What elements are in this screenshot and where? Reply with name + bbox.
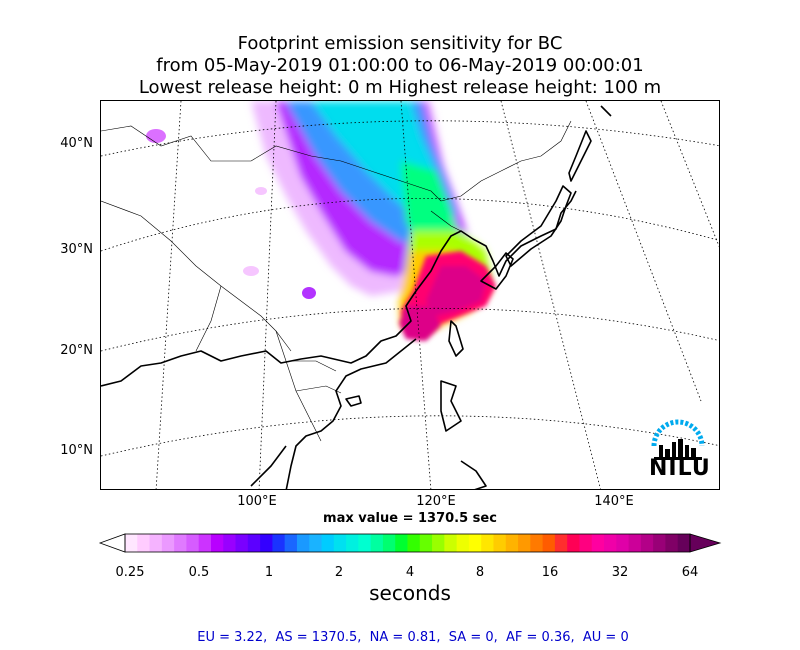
colorbar-cell bbox=[186, 534, 200, 552]
colorbar-cell bbox=[198, 534, 212, 552]
colorbar-cell bbox=[260, 534, 273, 552]
colorbar-cell bbox=[346, 534, 359, 552]
country-borders bbox=[101, 120, 572, 442]
max-value-label: max value = 1370.5 sec bbox=[323, 511, 497, 526]
lon-label-140e: 140°E bbox=[594, 494, 634, 509]
colorbar-tick: 16 bbox=[541, 565, 559, 580]
colorbar-cell bbox=[309, 534, 323, 552]
lat-label-40n: 40°N bbox=[60, 136, 93, 151]
colorbar-cell bbox=[505, 534, 519, 552]
colorbar-cell bbox=[382, 534, 396, 552]
colorbar-cell bbox=[640, 534, 654, 552]
footprint-map bbox=[101, 101, 719, 489]
lon-label-100e: 100°E bbox=[237, 494, 277, 509]
nilu-logo-text: NILU bbox=[649, 456, 711, 481]
colorbar-cell bbox=[161, 534, 175, 552]
lat-label-30n: 30°N bbox=[60, 242, 93, 257]
colorbar-cell bbox=[247, 534, 261, 552]
map-title-line-3: Lowest release height: 0 m Highest relea… bbox=[138, 77, 662, 98]
colorbar-cell bbox=[554, 534, 568, 552]
lat-label-20n: 20°N bbox=[60, 343, 93, 358]
colorbar-cell bbox=[444, 534, 458, 552]
map-panel bbox=[100, 100, 720, 490]
colorbar-cell bbox=[272, 534, 286, 552]
colorbar-outline bbox=[124, 533, 691, 553]
nilu-logo bbox=[651, 419, 705, 460]
colorbar-tick: 0.25 bbox=[115, 565, 145, 580]
colorbar-cell bbox=[468, 534, 482, 552]
colorbar-cell bbox=[149, 534, 163, 552]
colorbar-cell bbox=[456, 534, 470, 552]
colorbar-label: seconds bbox=[369, 581, 451, 605]
colorbar-cells bbox=[125, 534, 691, 552]
colorbar-cell bbox=[395, 534, 409, 552]
map-title-line-2: from 05-May-2019 01:00:00 to 06-May-2019… bbox=[156, 55, 644, 76]
colorbar-cell bbox=[407, 534, 421, 552]
colorbar-cell bbox=[358, 534, 372, 552]
colorbar-cell bbox=[493, 534, 507, 552]
colorbar-tick: 8 bbox=[475, 565, 485, 580]
lat-label-10n: 10°N bbox=[60, 443, 93, 458]
colorbar-cell bbox=[616, 534, 630, 552]
colorbar-cell bbox=[628, 534, 642, 552]
colorbar-tick: 64 bbox=[681, 565, 699, 580]
colorbar-cell bbox=[432, 534, 445, 552]
colorbar-cell bbox=[321, 534, 335, 552]
colorbar-cell bbox=[210, 534, 224, 552]
colorbar-cell bbox=[567, 534, 581, 552]
colorbar-cell bbox=[235, 534, 249, 552]
colorbar-cell bbox=[333, 534, 347, 552]
colorbar-cell bbox=[223, 534, 237, 552]
colorbar-cell bbox=[125, 534, 138, 552]
colorbar bbox=[98, 533, 722, 553]
colorbar-cell bbox=[174, 534, 188, 552]
graticule bbox=[101, 101, 719, 489]
sensitivity-plume bbox=[146, 101, 496, 341]
region-totals-footer: EU = 3.22, AS = 1370.5, NA = 0.81, SA = … bbox=[197, 630, 629, 645]
map-title-line-1: Footprint emission sensitivity for BC bbox=[237, 33, 563, 54]
colorbar-cell bbox=[591, 534, 605, 552]
colorbar-cell bbox=[653, 534, 667, 552]
colorbar-max-extend bbox=[689, 533, 722, 553]
colorbar-cell bbox=[677, 534, 691, 552]
colorbar-tick: 32 bbox=[611, 565, 629, 580]
colorbar-cell bbox=[419, 534, 433, 552]
colorbar-tick: 2 bbox=[334, 565, 344, 580]
colorbar-min-extend bbox=[98, 533, 126, 553]
lon-label-120e: 120°E bbox=[416, 494, 456, 509]
colorbar-cell bbox=[481, 534, 495, 552]
colorbar-cell bbox=[579, 534, 593, 552]
colorbar-tick: 4 bbox=[405, 565, 415, 580]
colorbar-tick: 0.5 bbox=[188, 565, 210, 580]
colorbar-cell bbox=[296, 534, 310, 552]
colorbar-cell bbox=[530, 534, 544, 552]
colorbar-cell bbox=[284, 534, 298, 552]
colorbar-tick: 1 bbox=[264, 565, 274, 580]
colorbar-cell bbox=[518, 534, 531, 552]
coastlines bbox=[101, 105, 612, 489]
colorbar-cell bbox=[542, 534, 556, 552]
colorbar-cell bbox=[137, 534, 151, 552]
colorbar-cell bbox=[604, 534, 617, 552]
colorbar-cell bbox=[370, 534, 384, 552]
colorbar-cell bbox=[665, 534, 679, 552]
